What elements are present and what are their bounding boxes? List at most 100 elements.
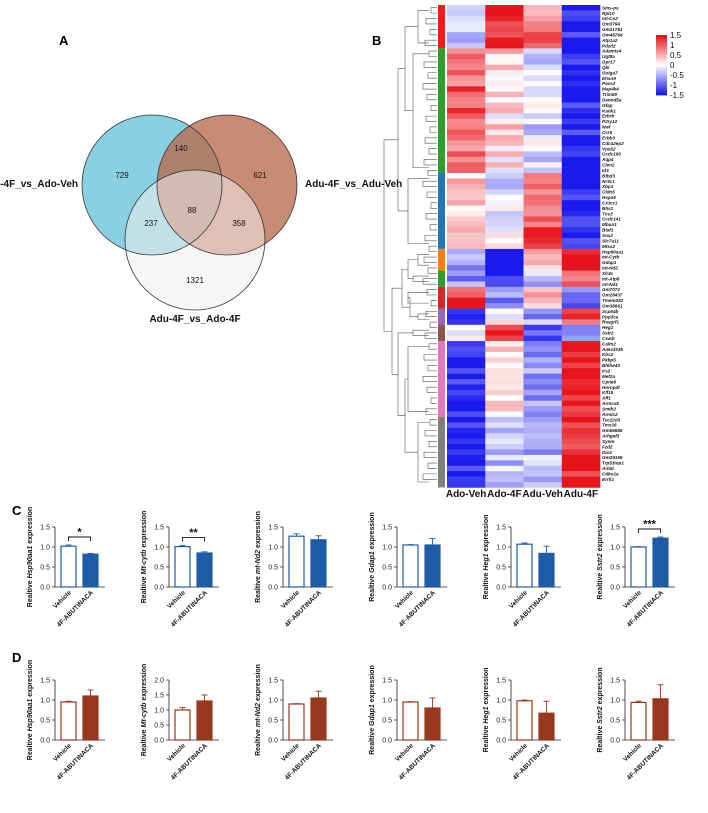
heatmap-cell [485,32,524,38]
heatmap-cell [447,286,486,293]
gene-label: Arl4d [601,466,614,471]
heatmap-cell [447,482,486,488]
colorbar-tick: -0.5 [670,71,684,80]
heatmap-cell [561,335,601,342]
heatmap-cell [485,162,524,168]
heatmap-cell [561,243,601,250]
heatmap-cell [447,254,486,261]
dendro-branch [401,268,410,308]
y-tick-label: 0.5 [268,565,278,572]
venn-set-label-2: Adu-4F_vs_Adu-Veh [305,179,402,190]
heatmap-cell [447,21,486,27]
heatmap-cell [447,91,486,98]
dendro-branch [424,430,437,437]
heatmap-cell [485,102,524,109]
venn-count-2_3: 358 [232,219,246,228]
y-axis-label-prefix: Realtive [255,727,262,756]
heatmap-cell [447,189,486,196]
heatmap-cell [485,254,524,261]
bar [630,701,647,741]
heatmap-cell [523,433,563,439]
x-category-label: Vehicle [394,589,415,610]
colorbar-step [656,81,667,84]
dendro-branch [407,291,429,304]
heatmap-cell [447,438,486,445]
gene-label: Kank1 [602,108,616,113]
bar [652,698,669,741]
gene-label: Smtb2 [602,406,616,411]
significance-marker: ** [189,527,198,539]
significance-bracket [182,536,205,542]
heatmap-cell [447,194,486,201]
y-tick-label: 1.5 [382,525,392,532]
y-axis-label-gene: Sstr2 [597,706,604,724]
y-tick-label: 1.5 [610,525,620,532]
heatmap-cell [447,221,486,228]
heatmap-cell [523,373,563,380]
heatmap-cell [447,465,486,472]
heatmap-cell [523,118,563,125]
heatmap-cell [485,167,524,174]
heatmap-cell [523,173,563,179]
y-tick-label: 0.0 [268,738,278,745]
heatmap-cell [447,422,486,429]
y-axis-label-gene: Hsp90aa1 [27,546,34,579]
heatmap-cell [447,107,486,114]
heatmap-cell [447,15,486,22]
heatmap-cell [485,438,524,445]
y-axis-label-gene: mt-Nd2 [255,550,262,574]
heatmap-cell [523,80,563,87]
heatmap-cell [485,259,524,266]
heatmap-cell [561,48,601,55]
heatmap-cell [447,129,486,136]
heatmap-cell [561,254,601,261]
dendro-branch [422,180,437,187]
heatmap-cell [523,324,563,331]
y-tick-label: 1.0 [382,698,392,705]
heatmap-cell [447,335,486,342]
heatmap-cell [485,357,524,364]
heatmap-cell [485,21,524,27]
heatmap-cell [523,357,563,364]
bar [82,553,99,588]
dendro-branch [427,267,437,274]
heatmap-cell [523,395,563,401]
dendro-branch [430,104,437,111]
y-tick-label: 1.5 [268,525,278,532]
x-category-label: Vehicle [622,589,643,610]
heatmap-cell [561,433,601,439]
heatmap-cell [523,416,563,423]
gene-label: mt-Nd2 [602,266,618,271]
heatmap-cell [485,37,524,44]
significance-marker: * [77,527,82,539]
gene-label: Ccr5 [602,130,613,135]
heatmap-cell [561,303,601,309]
y-axis-label-gene: Heg1 [483,553,490,570]
heatmap-cell [561,286,601,293]
heatmap-cell [561,276,601,282]
gene-label: Rpl10 [602,11,615,16]
heatmap-cell [523,319,563,326]
bar [310,697,327,741]
dendro-branch [423,159,437,166]
bar-subplot-D-Mt-cytb: 0.0 0.5 1.0 1.5 2.0 Realtive Mt-cytb expressi… [141,664,219,782]
heatmap-cell [447,162,486,168]
heatmap-cell [485,471,524,477]
heatmap-cell [523,194,563,201]
gene-label: Synm [602,439,615,444]
heatmap-cell [561,210,601,217]
heatmap-cell [447,444,486,450]
gene-label: Errfi1 [602,477,614,482]
y-axis-label: Realtive Gdap1 expression [369,665,376,755]
gene-label: Sms-ps [602,5,619,10]
cluster-bar-5 [438,270,445,287]
y-axis-label: Realtive Sstr2 expression [597,667,604,752]
gene-label: Cpne6 [602,379,616,384]
x-category-label: Vehicle [166,589,187,610]
gene-label: Sox2 [602,233,613,238]
heatmap-cell [561,59,601,65]
colorbar-tick: 1 [670,41,675,50]
heatmap-cell [485,75,524,82]
y-tick-label: 1.0 [496,698,506,705]
gene-label: Tmem252 [602,298,624,303]
